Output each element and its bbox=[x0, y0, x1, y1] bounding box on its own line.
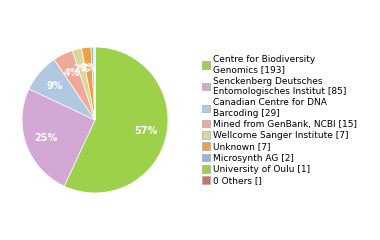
Text: 2%: 2% bbox=[81, 63, 97, 73]
Wedge shape bbox=[29, 60, 95, 120]
Text: 4%: 4% bbox=[64, 68, 80, 78]
Text: 57%: 57% bbox=[135, 126, 158, 136]
Wedge shape bbox=[82, 47, 95, 120]
Wedge shape bbox=[72, 48, 95, 120]
Text: 25%: 25% bbox=[34, 133, 57, 143]
Wedge shape bbox=[93, 47, 95, 120]
Wedge shape bbox=[22, 89, 95, 186]
Wedge shape bbox=[54, 51, 95, 120]
Text: 2%: 2% bbox=[74, 64, 90, 74]
Wedge shape bbox=[64, 47, 168, 193]
Wedge shape bbox=[91, 47, 95, 120]
Legend: Centre for Biodiversity
Genomics [193], Senckenberg Deutsches
Entomologisches In: Centre for Biodiversity Genomics [193], … bbox=[200, 53, 359, 187]
Text: 9%: 9% bbox=[47, 81, 63, 91]
